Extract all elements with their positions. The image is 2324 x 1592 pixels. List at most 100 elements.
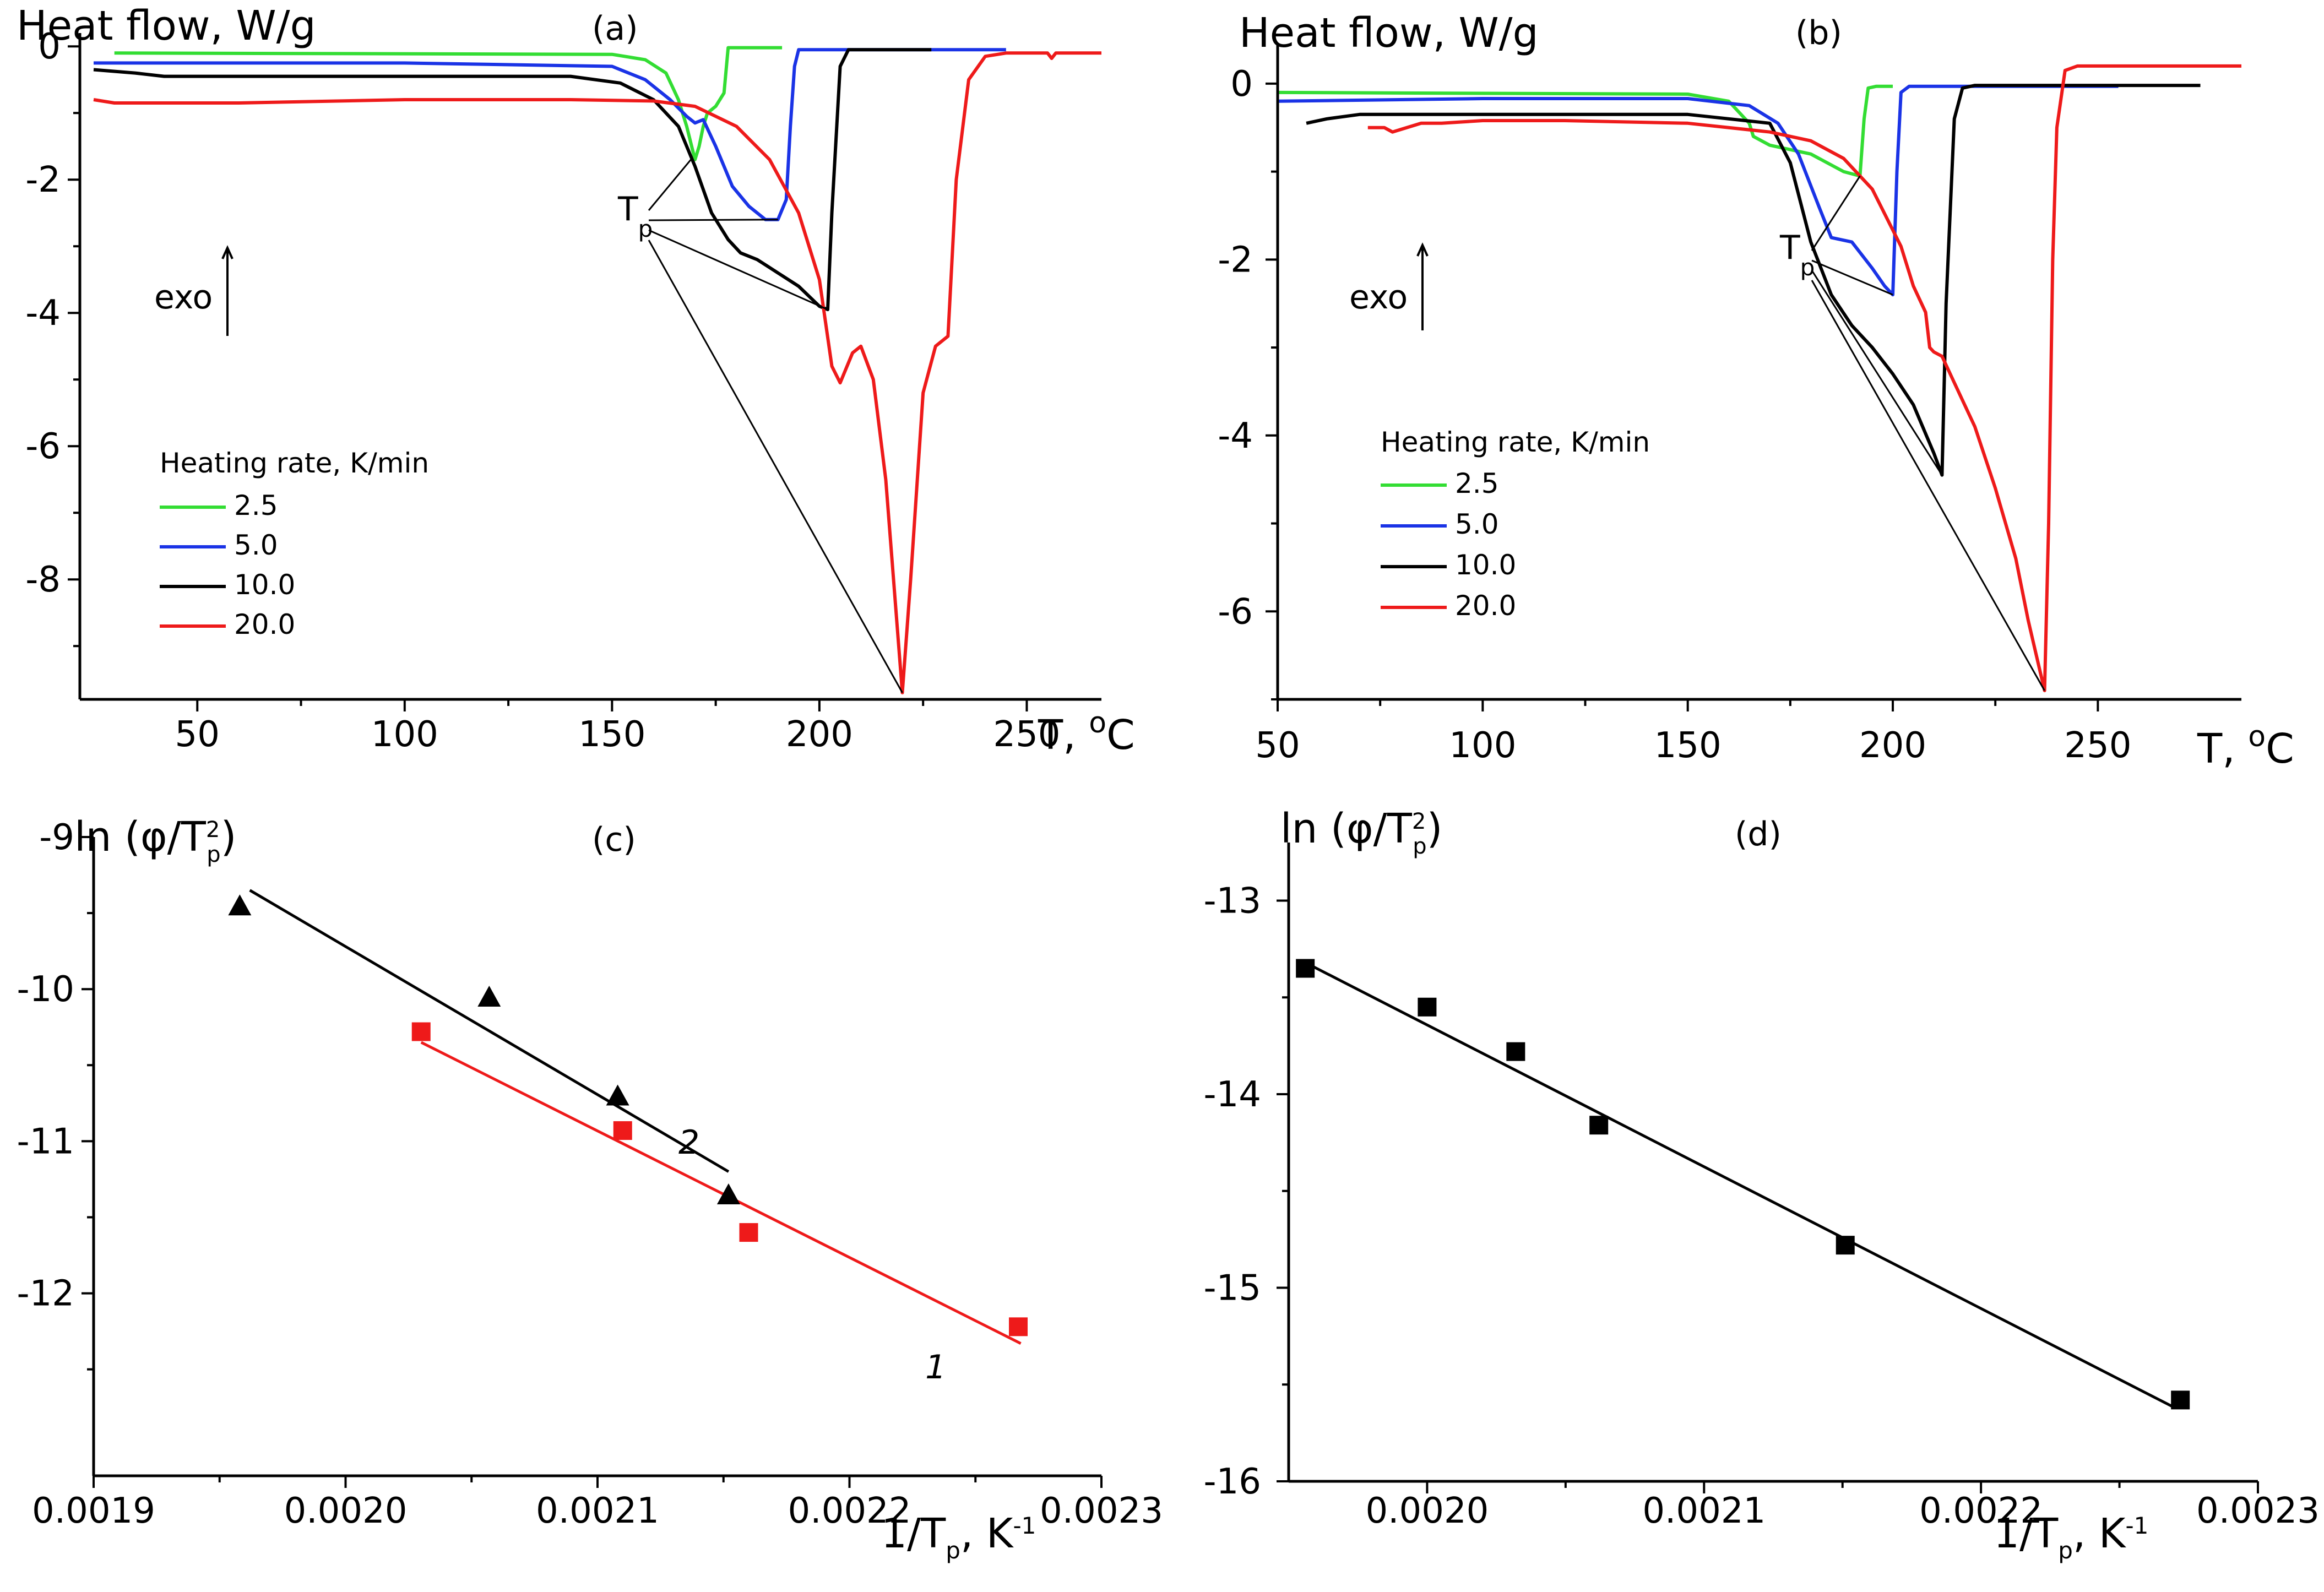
panel-b-x-title-unit: C — [2266, 725, 2294, 773]
panel-b-curve-20.0 — [1367, 64, 2241, 692]
panel-a-label: (a) — [592, 9, 638, 48]
panel-d-point-square — [1418, 997, 1437, 1017]
panel-d-point-square — [1836, 1236, 1855, 1255]
panel-b-x-title-sup: o — [2248, 720, 2266, 753]
panel-b-label: (b) — [1795, 14, 1842, 52]
panel-d-point-square — [2171, 1390, 2190, 1410]
panel-b-curves — [1277, 64, 2241, 692]
panel-b-exo-label: exo — [1349, 278, 1408, 317]
panel-a-curve-5.0 — [94, 48, 1006, 221]
panel-b-tp-leader-line — [1811, 280, 2045, 691]
panel-a-legend-label-10.0: 10.0 — [234, 569, 295, 601]
panel-d-x-title-sup: -1 — [2125, 1512, 2148, 1539]
panel-a-exo-label: exo — [154, 278, 213, 317]
panel-d-x-title-sub: p — [2058, 1537, 2073, 1564]
panel-d-y-tick-label: -16 — [1203, 1461, 1261, 1502]
panel-c-x-title-prefix: 1/T — [881, 1510, 946, 1557]
panel-b-tp-label: Tp — [1779, 229, 1815, 281]
panel-d-y-title-prefix: ln (φ/T — [1280, 805, 1413, 852]
panel-a-x-tick-label: 200 — [786, 714, 853, 755]
panel-a-tp-leader-line — [648, 159, 692, 211]
panel-a-x-title-unit: C — [1106, 711, 1135, 759]
panel-d-x-axis-title: 1/Tp, K-1 — [1994, 1510, 2148, 1564]
panel-d-x-tick-label: 0.0023 — [2196, 1491, 2320, 1531]
panel-d-points — [1296, 959, 2190, 1410]
panel-b-y-axis-title: Heat flow, W/g — [1239, 9, 1539, 57]
panel-c-x-tick-label: 0.0020 — [284, 1491, 408, 1531]
panel-d-y-title-suffix: ) — [1427, 805, 1443, 852]
panel-b-tp-leader-line — [1811, 175, 1861, 251]
panel-c-x-tick-label: 0.0021 — [536, 1491, 659, 1531]
panel-a-x-tick-label: 150 — [578, 714, 645, 755]
panel-b-curve-2.5 — [1277, 84, 1893, 178]
panel-b-x-tick-label: 150 — [1654, 725, 1722, 766]
panel-c-y-title-prefix: ln (φ/T — [74, 813, 207, 861]
panel-b-x-tick-label: 250 — [2064, 725, 2131, 766]
panel-d-y-title-sub: p — [1413, 834, 1426, 859]
panel-b-tp-main: T — [1779, 229, 1800, 267]
panel-b-x-tick-label: 100 — [1449, 725, 1516, 766]
panel-c-fit-lines — [249, 889, 1022, 1345]
panel-d-y-tick-label: -15 — [1203, 1268, 1261, 1308]
panel-b-legend: Heating rate, K/min 2.5 5.0 10.0 20.0 — [1381, 426, 1650, 622]
panel-c-series-1-label: 1 — [925, 1348, 946, 1387]
panel-c-point-triangle — [716, 1183, 740, 1205]
panel-a-tp-main: T — [617, 190, 638, 229]
panel-c-x-tick-label: 0.0019 — [32, 1491, 155, 1531]
panel-a-legend: Heating rate, K/min 2.5 5.0 10.0 20.0 — [160, 447, 429, 640]
panel-a-tp-leader-line — [648, 229, 828, 311]
panel-b-legend-title: Heating rate, K/min — [1381, 426, 1650, 458]
panel-b-tp-sub: p — [1800, 254, 1815, 281]
panel-d-point-square — [1296, 959, 1315, 978]
panel-b-y-tick-label: -4 — [1218, 416, 1253, 457]
panel-b-x-title-prefix: T, — [2197, 725, 2248, 773]
panel-b-exo-arrow — [1416, 242, 1429, 330]
panel-c-point-triangle — [228, 894, 252, 916]
panel-a-tp-sub: p — [638, 215, 653, 242]
panel-a-tp-label: Tp — [617, 190, 653, 242]
panel-a-y-tick-label: -6 — [25, 426, 61, 467]
panel-d-x-tick-label: 0.0021 — [1642, 1491, 1766, 1531]
panel-d-label: (d) — [1735, 815, 1782, 854]
panel-c-y-axis-title: ln (φ/T2 p) — [74, 813, 237, 867]
panel-a-y-tick-label: 0 — [38, 26, 61, 67]
panel-a-curve-2.5 — [114, 46, 783, 161]
panel-a-x-tick-label: 250 — [993, 714, 1060, 755]
panel-c-point-square — [411, 1022, 431, 1041]
panel-d-fit-lines — [1305, 961, 2176, 1409]
panel-d-x-tick-label: 0.0020 — [1365, 1491, 1489, 1531]
panel-d-kissinger-plot: 0.0020 0.0021 0.0022 0.0023 -13 -14 -15 -16 ln … — [1203, 805, 2320, 1564]
panel-b-legend-label-5.0: 5.0 — [1455, 508, 1499, 540]
panel-d-y-tick-label: -14 — [1203, 1074, 1261, 1115]
panel-c-y-title-sup: 2 — [206, 817, 220, 843]
panel-b-x-axis-title: T, oC — [2197, 720, 2294, 773]
panel-d-y-title-sup: 2 — [1412, 809, 1426, 834]
panel-a-legend-items: 2.5 5.0 10.0 20.0 — [160, 490, 295, 640]
panel-c-kissinger-plot: 0.0019 0.0020 0.0021 0.0022 0.0023-9-10-11-1… — [17, 813, 1163, 1564]
panel-c-y-tick-label: -10 — [17, 969, 74, 1010]
panel-b-x-tick-label: 200 — [1859, 725, 1926, 766]
panel-a-y-axis-title: Heat flow, W/g — [17, 2, 316, 50]
panel-b-legend-label-2.5: 2.5 — [1455, 468, 1499, 499]
panel-b-tp-leader-line — [1811, 270, 1943, 476]
panel-c-x-title-sub: p — [946, 1537, 960, 1564]
panel-d-x-tick-label: 0.0022 — [1919, 1491, 2043, 1531]
panel-b-legend-label-20.0: 20.0 — [1455, 590, 1516, 622]
panel-c-point-triangle — [606, 1084, 629, 1106]
panel-a-y-tick-label: -4 — [25, 293, 61, 334]
panel-b-y-tick-label: -2 — [1218, 240, 1253, 280]
panel-c-x-tick-label: 0.0023 — [1040, 1491, 1163, 1531]
panel-b-y-tick-label: 0 — [1230, 64, 1253, 105]
panel-c-x-title-sup: -1 — [1013, 1512, 1036, 1539]
panel-a-axes: 50 100 150 200 250 0 -2 -4 -6 -8 — [25, 26, 1101, 755]
panel-d-x-title-prefix: 1/T — [1994, 1510, 2059, 1557]
panel-b-tp-leader-line — [1811, 259, 1893, 296]
panel-c-y-title-sub: p — [207, 842, 220, 867]
panel-a-x-title-sup: o — [1089, 707, 1106, 740]
panel-d-y-axis-title: ln (φ/T2 p) — [1280, 805, 1443, 859]
panel-c-series-2-label: 2 — [678, 1123, 699, 1162]
panel-d-axes: 0.0020 0.0021 0.0022 0.0023 -13 -14 -15 -16 — [1203, 843, 2320, 1531]
panel-c-y-title-suffix: ) — [221, 813, 237, 861]
panel-a-legend-label-20.0: 20.0 — [234, 608, 295, 640]
panel-b-x-tick-label: 50 — [1255, 725, 1300, 766]
